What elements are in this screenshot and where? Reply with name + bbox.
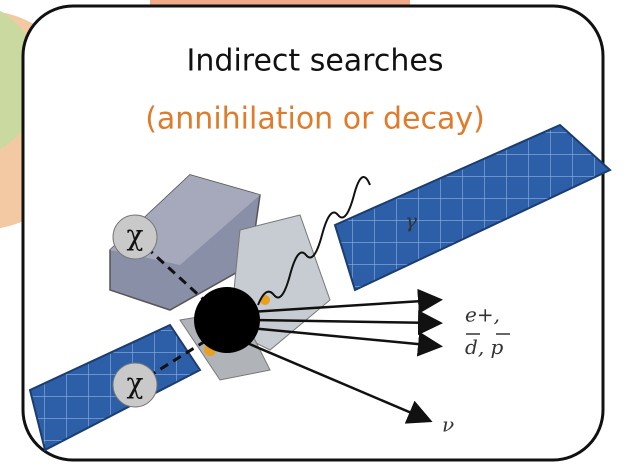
dm-particle [112, 362, 158, 408]
antinuclei-label: d, p [465, 335, 504, 359]
title: Indirect searches [187, 44, 444, 79]
bg-strip [150, 0, 410, 8]
gamma-label: γ [405, 209, 417, 233]
antideuteron: d [465, 335, 478, 359]
comma: , [478, 335, 484, 359]
antiproton: p [491, 335, 504, 359]
arrow [251, 310, 443, 336]
arrow [249, 326, 443, 357]
positron-label: e+, [465, 303, 500, 327]
dm-label: χ [127, 219, 144, 252]
dm-particle [112, 214, 158, 260]
arrow [239, 338, 433, 424]
subtitle: (annihilation or decay) [145, 102, 485, 137]
annihilation-point [194, 287, 260, 353]
photon-line [257, 176, 371, 306]
neutrino-label: ν [442, 413, 454, 437]
dm-label: χ [127, 367, 144, 400]
arrow [249, 288, 443, 314]
